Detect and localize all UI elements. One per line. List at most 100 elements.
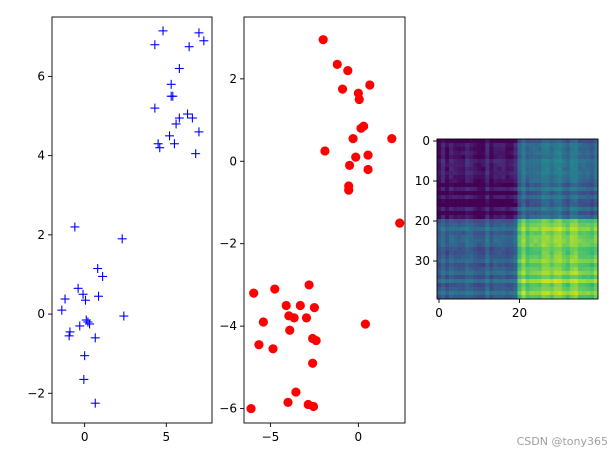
heatmap-cell [529,271,534,276]
heatmap-cell [569,143,575,148]
heatmap-cell [569,139,575,144]
heatmap-cell [549,215,555,220]
heatmap-cell [449,263,454,268]
heatmap-cell [521,171,526,176]
heatmap-cell [485,283,490,288]
heatmap-cell [445,147,450,152]
heatmap-cell [461,143,466,148]
heatmap-cell [493,251,498,256]
heatmap-cell [537,223,542,228]
heatmap-cell [585,199,591,204]
heatmap-cell [497,291,502,296]
heatmap-cell [573,243,579,248]
heatmap-cell [517,199,522,204]
heatmap-cell [541,275,546,280]
heatmap-cell [577,175,583,180]
heatmap-cell [557,231,563,236]
heatmap-cell [513,219,518,224]
circle-marker [308,401,319,412]
heatmap-cell [445,219,450,224]
heatmap-cell [577,187,583,192]
heatmap-cell [489,263,494,268]
heatmap-cell [445,279,450,284]
heatmap-cell [457,179,462,184]
heatmap-cell [481,179,486,184]
heatmap-cell [469,167,474,172]
heatmap-cell [469,143,474,148]
circle-marker [309,302,319,313]
heatmap-cell [461,227,466,232]
x-tick-label: −5 [262,430,280,444]
heatmap-cell [513,187,518,192]
heatmap-cell [441,279,446,284]
heatmap-cell [573,155,579,160]
heatmap-cell [457,175,462,180]
heatmap-cell [477,291,482,296]
heatmap-cell [557,203,563,208]
heatmap-cell [589,179,595,184]
heatmap-cell [469,191,474,196]
heatmap-cell [437,255,442,260]
heatmap-cell [541,235,546,240]
heatmap-cell [501,163,506,168]
heatmap-cell [465,183,470,188]
heatmap-cell [553,143,559,148]
circle-marker [363,164,373,175]
heatmap-cell [473,139,478,144]
heatmap-cell [569,255,575,260]
y-tick-label: 4 [37,149,45,163]
heatmap-cell [593,243,599,248]
heatmap-cell [441,187,446,192]
heatmap-cell [541,207,546,212]
heatmap-cell [461,215,466,220]
heatmap-cell [557,183,563,188]
heatmap-cell [465,187,470,192]
heatmap-cell [453,139,458,144]
heatmap-cell [457,159,462,164]
heatmap-cell [525,227,530,232]
heatmap-cell [457,155,462,160]
heatmap-cell [461,271,466,276]
heatmap-cell [553,251,559,256]
heatmap-cell [441,263,446,268]
heatmap-cell [589,163,595,168]
heatmap-cell [473,199,478,204]
heatmap-cell [453,175,458,180]
heatmap-cell [553,175,559,180]
heatmap-cell [533,287,538,292]
heatmap-cell [473,231,478,236]
heatmap-cell [501,211,506,216]
heatmap-cell [497,223,502,228]
heatmap-cell [593,287,599,292]
heatmap-cell [465,251,470,256]
heatmap-cell [565,171,571,176]
heatmap-cell [529,147,534,152]
heatmap-cell [457,279,462,284]
heatmap-cell [573,143,579,148]
heatmap-cell [449,235,454,240]
heatmap-cell [497,279,502,284]
heatmap-cell [513,259,518,264]
heatmap-cell [525,263,530,268]
heatmap-cell [569,207,575,212]
heatmap-cell [553,211,559,216]
heatmap-cell [581,247,587,252]
heatmap-cell [581,279,587,284]
heatmap-cell [469,279,474,284]
heatmap-cell [461,207,466,212]
heatmap-cell [545,219,550,224]
heatmap-cell [573,187,579,192]
heatmap-cell [549,171,555,176]
heatmap-cell [493,171,498,176]
heatmap-cell [445,287,450,292]
heatmap-cell [521,143,526,148]
heatmap-cell [589,291,595,296]
heatmap-cell [529,163,534,168]
heatmap-cell [549,203,555,208]
heatmap-cell [505,179,510,184]
heatmap-cell [477,219,482,224]
heatmap-cell [545,259,550,264]
heatmap-cell [581,235,587,240]
heatmap-cell [585,291,591,296]
heatmap-cell [541,187,546,192]
